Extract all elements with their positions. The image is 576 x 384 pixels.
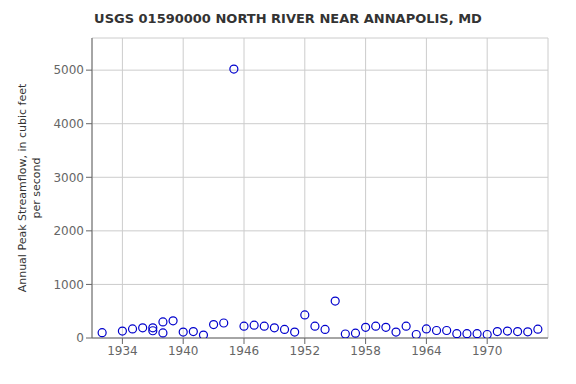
svg-text:1934: 1934 — [107, 344, 138, 358]
svg-text:1964: 1964 — [411, 344, 442, 358]
svg-text:1000: 1000 — [53, 278, 84, 292]
html-text:USGS 01590000 NORTH RIVER NEAR: USGS 01590000 NORTH RIVER NEAR ANNAPOLIS… — [94, 11, 482, 26]
svg-text:1940: 1940 — [168, 344, 199, 358]
svg-text:Annual Peak Streamflow, in cub: Annual Peak Streamflow, in cubic feetper… — [16, 83, 43, 292]
svg-text:1970: 1970 — [472, 344, 503, 358]
svg-text:1958: 1958 — [350, 344, 381, 358]
svg-text:5000: 5000 — [53, 63, 84, 77]
svg-text:0: 0 — [76, 331, 84, 345]
svg-text:1952: 1952 — [290, 344, 321, 358]
svg-text:3000: 3000 — [53, 171, 84, 185]
svg-text:4000: 4000 — [53, 117, 84, 131]
svg-text:1946: 1946 — [229, 344, 260, 358]
svg-text:2000: 2000 — [53, 224, 84, 238]
